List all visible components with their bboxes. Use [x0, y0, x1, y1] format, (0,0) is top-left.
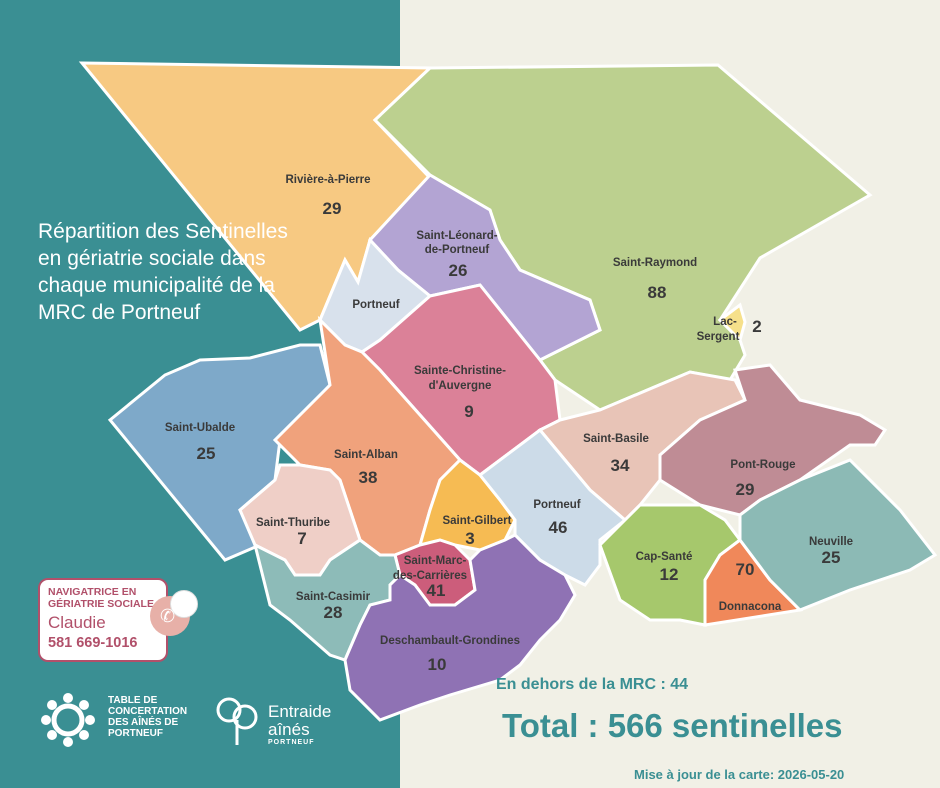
count-pont-rouge: 29 [736, 480, 755, 499]
label-saint-marc-2: des-Carrières [393, 570, 467, 582]
label-riviere-a-pierre: Rivière-à-Pierre [285, 174, 370, 186]
count-portneuf-south: 46 [549, 518, 568, 537]
region-lac-sergent [717, 302, 747, 343]
count-saint-marc: 41 [427, 581, 446, 600]
label-lac-sergent-2: Sergent [697, 331, 740, 343]
label-saint-alban: Saint-Alban [334, 449, 398, 461]
entraide-sub: PORTNEUF [268, 739, 315, 746]
label-saint-casimir: Saint-Casimir [296, 591, 371, 603]
label-neuville: Neuville [809, 536, 853, 548]
label-saint-leonard-1: Saint-Léonard- [416, 230, 497, 242]
count-lac-sergent: 2 [752, 317, 761, 336]
count-sainte-christine: 9 [464, 402, 473, 421]
count-neuville: 25 [822, 548, 841, 567]
count-saint-basile: 34 [611, 456, 630, 475]
label-portneuf-south: Portneuf [533, 499, 580, 511]
count-saint-thuribe: 7 [297, 529, 306, 548]
label-saint-raymond: Saint-Raymond [613, 257, 697, 269]
count-saint-raymond: 88 [648, 283, 667, 302]
entraide-line2: aînés [268, 720, 310, 739]
speech-bubble-icon [170, 590, 198, 618]
entraide-line1: Entraide [268, 702, 332, 721]
label-sainte-christine-2: d'Auvergne [429, 380, 492, 392]
count-donnacona: 70 [736, 560, 755, 579]
outside-mrc-count: En dehors de la MRC : 44 [496, 676, 689, 693]
map-title: Répartition des Sentinelles en gériatrie… [38, 220, 288, 324]
label-deschambault: Deschambault-Grondines [380, 635, 520, 647]
region-deschambault [343, 533, 577, 722]
label-portneuf-north: Portneuf [352, 299, 399, 311]
count-saint-ubalde: 25 [197, 444, 216, 463]
phone-icon: ✆ [160, 606, 176, 626]
count-cap-sante: 12 [660, 565, 679, 584]
label-sainte-christine-1: Sainte-Christine- [414, 365, 506, 377]
label-saint-marc-1: Saint-Marc- [404, 555, 467, 567]
count-riviere-a-pierre: 29 [323, 199, 342, 218]
label-saint-ubalde: Saint-Ubalde [165, 422, 235, 434]
navigator-card: NAVIGATRICE EN GÉRIATRIE SOCIALE Claudie… [38, 578, 168, 662]
count-saint-gilbert: 3 [465, 529, 474, 548]
count-saint-casimir: 28 [324, 603, 343, 622]
entraide-text: Entraide aînés [268, 703, 331, 739]
label-saint-basile: Saint-Basile [583, 433, 649, 445]
label-saint-thuribe: Saint-Thuribe [256, 517, 330, 529]
count-deschambault: 10 [428, 655, 447, 674]
entraide-aines-logo [216, 697, 258, 745]
count-saint-alban: 38 [359, 468, 378, 487]
label-saint-gilbert: Saint-Gilbert [442, 515, 511, 527]
table-concertation-text: TABLE DE CONCERTATION DES AÎNÉS DE PORTN… [108, 695, 188, 739]
region-neuville [738, 458, 938, 612]
navigator-role: NAVIGATRICE EN GÉRIATRIE SOCIALE [48, 586, 154, 610]
label-lac-sergent-1: Lac- [713, 316, 737, 328]
label-cap-sante: Cap-Santé [636, 551, 693, 563]
table-concertation-logo [41, 693, 95, 747]
update-date: Mise à jour de la carte: 2026-05-20 [634, 767, 845, 782]
navigator-phone[interactable]: 581 669-1016 [48, 635, 138, 651]
navigator-name: Claudie [48, 613, 106, 632]
label-donnacona: Donnacona [719, 601, 782, 613]
region-portneuf-south [477, 427, 628, 587]
count-saint-leonard: 26 [449, 261, 468, 280]
total-sentinelles: Total : 566 sentinelles [502, 707, 843, 744]
label-pont-rouge: Pont-Rouge [730, 459, 795, 471]
label-saint-leonard-2: de-Portneuf [425, 244, 490, 256]
